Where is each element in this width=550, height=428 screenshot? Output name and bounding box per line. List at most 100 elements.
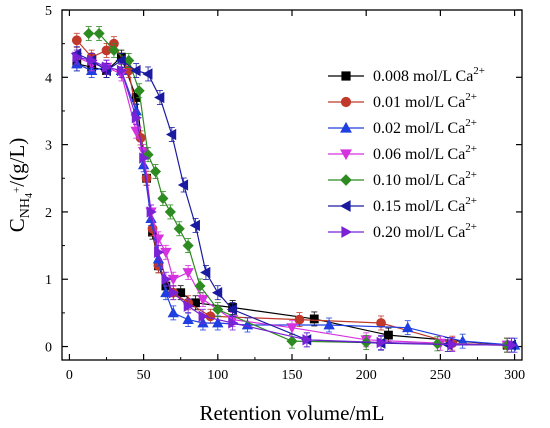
y-tick-label: 1: [45, 273, 52, 288]
data-point: [194, 280, 206, 292]
data-point: [182, 240, 194, 252]
data-point: [294, 314, 305, 325]
data-point: [177, 179, 189, 191]
data-point: [83, 27, 95, 40]
legend-item-4: 0.06 mol/L Ca2+: [328, 143, 477, 163]
data-point: [182, 313, 194, 325]
data-point: [115, 54, 126, 67]
data-point: [198, 310, 209, 322]
data-point: [226, 303, 238, 316]
data-point: [189, 219, 200, 232]
y-tick-label: 2: [45, 206, 52, 221]
legend-item-3: 0.02 mol/L Ca2+: [328, 117, 477, 137]
data-point: [154, 91, 165, 104]
legend-label: 0.02 mol/L Ca2+: [373, 117, 477, 137]
data-point: [142, 68, 153, 80]
data-point: [212, 317, 224, 328]
legend-label-sup: 2+: [465, 195, 477, 207]
legend-item-6: 0.15 mol/L Ca2+: [328, 195, 477, 215]
data-point: [182, 268, 194, 279]
axes: 0 50 100 150 200 250 300 0 1 2 3 4 5: [45, 4, 525, 383]
data-point: [384, 330, 393, 340]
legend-label: 0.06 mol/L Ca2+: [373, 143, 477, 163]
data-point: [130, 64, 141, 77]
data-point: [376, 318, 386, 328]
data-point: [131, 112, 143, 124]
series-layer: [71, 26, 521, 353]
data-point: [87, 54, 98, 67]
legend-marker: [341, 226, 353, 238]
legend-label-text: 0.06 mol/L Ca: [373, 146, 465, 163]
legend-label-sup: 2+: [465, 117, 477, 129]
y-title-sub2: 4: [24, 193, 35, 198]
data-point: [93, 27, 105, 40]
legend-marker: [341, 71, 351, 81]
legend-item-5: 0.10 mol/L Ca2+: [328, 169, 477, 189]
legend-item-2: 0.01 mol/L Ca2+: [328, 91, 477, 111]
data-point: [376, 336, 387, 349]
data-point: [507, 339, 518, 351]
y-title-sup: +: [11, 187, 23, 193]
data-point: [133, 85, 145, 97]
legend-label-sup: 2+: [465, 91, 477, 103]
y-tick-label: 0: [45, 341, 52, 356]
series-line: [76, 39, 508, 346]
data-point: [71, 35, 82, 46]
data-point: [139, 152, 150, 164]
y-axis-title: CNH4+/(g/L): [5, 138, 35, 232]
data-point: [154, 246, 165, 258]
legend-label-sup: 2+: [465, 221, 477, 233]
y-tick-label: 4: [45, 71, 52, 86]
legend-item-1: 0.008 mol/L Ca2+: [328, 65, 485, 85]
data-point: [286, 323, 298, 334]
legend-marker: [340, 174, 352, 186]
data-point: [157, 192, 169, 205]
data-point: [146, 206, 157, 218]
data-point: [228, 317, 239, 329]
legend-label-text: 0.02 mol/L Ca: [373, 120, 465, 137]
x-tick-label: 0: [66, 368, 73, 383]
legend-marker: [340, 96, 352, 108]
legend-label-text: 0.008 mol/L Ca: [373, 68, 473, 85]
data-point: [167, 307, 179, 318]
y-tick-label: 5: [45, 4, 52, 19]
legend-label: 0.10 mol/L Ca2+: [373, 169, 477, 189]
x-tick-label: 100: [207, 368, 228, 383]
data-point: [212, 303, 224, 316]
legend-label-sup: 2+: [465, 143, 477, 155]
y-tick-label: 3: [45, 139, 52, 154]
data-point: [402, 321, 414, 333]
series-7: [72, 49, 518, 353]
data-point: [102, 61, 113, 73]
legend-marker: [340, 149, 352, 161]
legend-item-7: 0.20 mol/L Ca2+: [328, 221, 477, 241]
data-point: [447, 338, 459, 351]
x-tick-label: 50: [137, 368, 151, 383]
legend-label: 0.008 mol/L Ca2+: [373, 65, 485, 85]
data-point: [211, 287, 223, 299]
legend-label-text: 0.15 mol/L Ca: [373, 198, 465, 215]
data-point: [108, 44, 120, 56]
x-tick-label: 250: [430, 368, 451, 383]
data-point: [161, 273, 172, 285]
data-point: [197, 295, 209, 306]
x-axis-title: Retention volume/mL: [200, 401, 385, 425]
legend-label: 0.20 mol/L Ca2+: [373, 221, 477, 241]
data-point: [173, 223, 185, 235]
data-point: [72, 51, 83, 63]
data-point: [183, 300, 194, 312]
data-point: [302, 334, 313, 346]
data-point: [165, 128, 177, 141]
legend-label-text: 0.01 mol/L Ca: [373, 94, 465, 111]
data-point: [168, 287, 180, 299]
legend: 0.008 mol/L Ca2+0.01 mol/L Ca2+0.02 mol/…: [328, 65, 485, 241]
data-point: [309, 314, 319, 324]
data-point: [164, 206, 176, 218]
legend-label-sup: 2+: [473, 65, 485, 77]
data-point: [200, 266, 211, 279]
legend-marker: [340, 121, 352, 133]
legend-label: 0.01 mol/L Ca2+: [373, 91, 477, 111]
legend-label-text: 0.20 mol/L Ca: [373, 224, 465, 241]
legend-label: 0.15 mol/L Ca2+: [373, 195, 477, 215]
